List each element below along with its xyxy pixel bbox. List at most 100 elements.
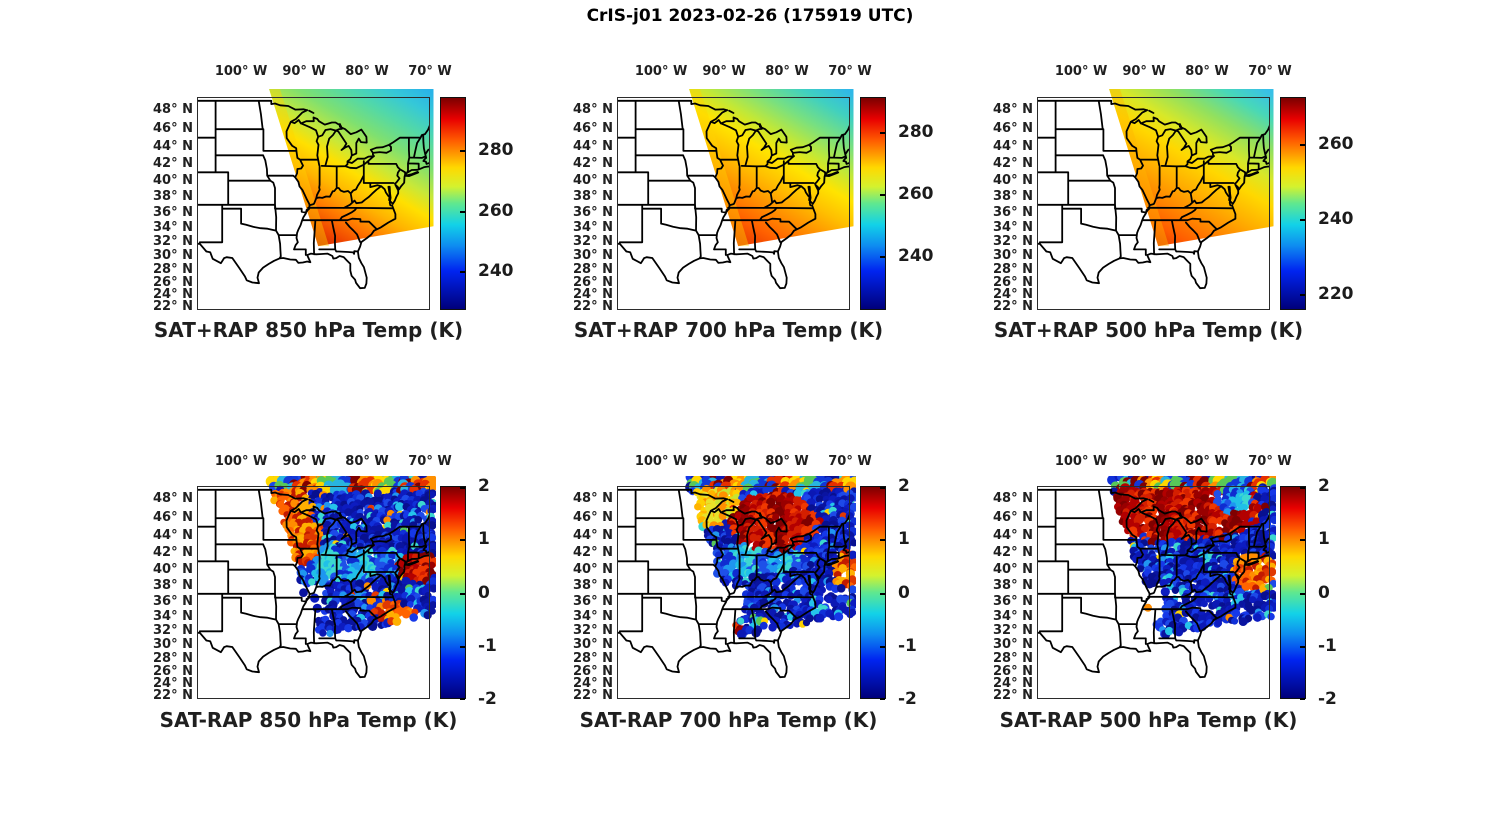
colorbar-tick-label: 260 [478,200,514,221]
lat-tick-label: 28° N [153,650,193,666]
colorbar-tick-label: -2 [478,689,497,709]
map-panel-diff [1037,476,1276,699]
lat-tick-label: 40° N [993,172,1033,188]
lon-tick-label: 90° W [282,64,326,79]
colorbar [440,486,466,700]
colorbar-tick-label: 0 [898,582,910,603]
lat-tick-label: 44° N [993,527,1033,543]
lat-tick-label: 34° N [993,608,1033,624]
lon-tick-label: 80° W [345,64,389,79]
colorbar [860,97,886,310]
lat-tick-label: 42° N [573,155,613,171]
lat-tick-label: 42° N [153,155,193,171]
difference-dots [1107,476,1276,639]
lat-tick-label: 48° N [153,102,193,118]
colorbar-tick [1300,645,1305,648]
map-panel-diff [197,476,436,699]
lat-tick-label: 24° N [993,676,1033,692]
lat-tick-label: 30° N [993,637,1033,653]
colorbar-tick [1300,539,1305,542]
colorbar-tick [460,270,465,273]
colorbar-tick-label: 1 [478,529,490,550]
panel-title: SAT-RAP 850 hPa Temp (K) [159,708,458,732]
lat-tick-label: 26° N [993,274,1033,290]
lat-tick-label: 22° N [993,299,1033,315]
lat-tick-label: 22° N [993,688,1033,704]
lat-tick-label: 22° N [573,299,613,315]
colorbar-tick [880,539,885,542]
lat-tick-label: 28° N [993,261,1033,277]
panel-title: SAT-RAP 700 hPa Temp (K) [579,708,878,732]
colorbar-tick [460,210,465,213]
colorbar-tick [460,592,465,595]
colorbar-tick-label: 260 [898,183,934,204]
colorbar-tick [460,150,465,153]
panel-title: SAT+RAP 850 hPa Temp (K) [153,318,464,342]
lat-tick-label: 40° N [153,172,193,188]
lat-tick-label: 44° N [153,527,193,543]
us-state-outlines [197,99,430,290]
colorbar-tick [880,255,885,258]
lat-tick-label: 30° N [153,248,193,264]
lat-tick-label: 40° N [573,172,613,188]
colorbar-tick-label: 240 [1318,209,1354,230]
lon-tick-label: 90° W [702,454,746,469]
lon-tick-label: 90° W [1122,454,1166,469]
lon-tick-label: 80° W [1185,64,1229,79]
lat-tick-label: 26° N [573,274,613,290]
lat-tick-label: 46° N [993,120,1033,136]
colorbar-tick [1300,143,1305,146]
us-state-outlines [617,488,850,679]
lat-tick-label: 34° N [993,219,1033,235]
colorbar-tick-label: 2 [478,476,490,496]
lat-tick-label: 24° N [573,676,613,692]
colorbar [440,97,466,310]
lat-tick-label: 34° N [153,219,193,235]
lon-tick-label: 80° W [765,64,809,79]
lat-tick-label: 42° N [993,155,1033,171]
colorbar-tick-label: 1 [898,529,910,550]
lat-tick-label: 48° N [993,102,1033,118]
panel-title: SAT+RAP 500 hPa Temp (K) [993,318,1304,342]
lat-tick-label: 36° N [573,204,613,220]
colorbar-tick [1300,219,1305,222]
colorbar-tick [460,487,465,489]
lat-tick-label: 46° N [153,120,193,136]
lat-tick-label: 26° N [153,274,193,290]
lat-tick-label: 32° N [153,623,193,639]
lat-tick-label: 38° N [573,577,613,593]
map-frame [197,486,430,699]
lat-tick-label: 32° N [153,234,193,250]
lon-tick-label: 80° W [765,454,809,469]
colorbar [860,486,886,700]
lat-tick-label: 34° N [573,219,613,235]
lat-tick-label: 36° N [153,204,193,220]
colorbar-tick [880,698,885,700]
swath-edge-tint [1109,89,1169,247]
lat-tick-label: 32° N [993,623,1033,639]
lat-tick-label: 48° N [993,491,1033,507]
colorbar-tick [880,645,885,648]
colorbar-tick-label: 240 [478,260,514,281]
lat-tick-label: 32° N [993,234,1033,250]
lat-tick-label: 36° N [573,593,613,609]
lat-tick-label: 22° N [153,688,193,704]
colorbar-tick-label: 2 [898,476,910,496]
lat-tick-label: 42° N [993,544,1033,560]
lat-tick-label: 38° N [993,188,1033,204]
colorbar-tick [460,539,465,542]
colorbar-tick [1300,487,1305,489]
map-panel-sum [1037,89,1274,310]
lat-tick-label: 44° N [573,138,613,154]
lon-tick-label: 70° W [408,454,452,469]
map-frame [1037,97,1270,310]
lat-tick-label: 30° N [993,248,1033,264]
lon-tick-label: 70° W [408,64,452,79]
lat-tick-label: 40° N [573,561,613,577]
lat-tick-label: 28° N [153,261,193,277]
lat-tick-label: 26° N [993,663,1033,679]
colorbar-tick-label: -1 [478,635,497,656]
map-frame [617,97,850,310]
lat-tick-label: 48° N [573,491,613,507]
